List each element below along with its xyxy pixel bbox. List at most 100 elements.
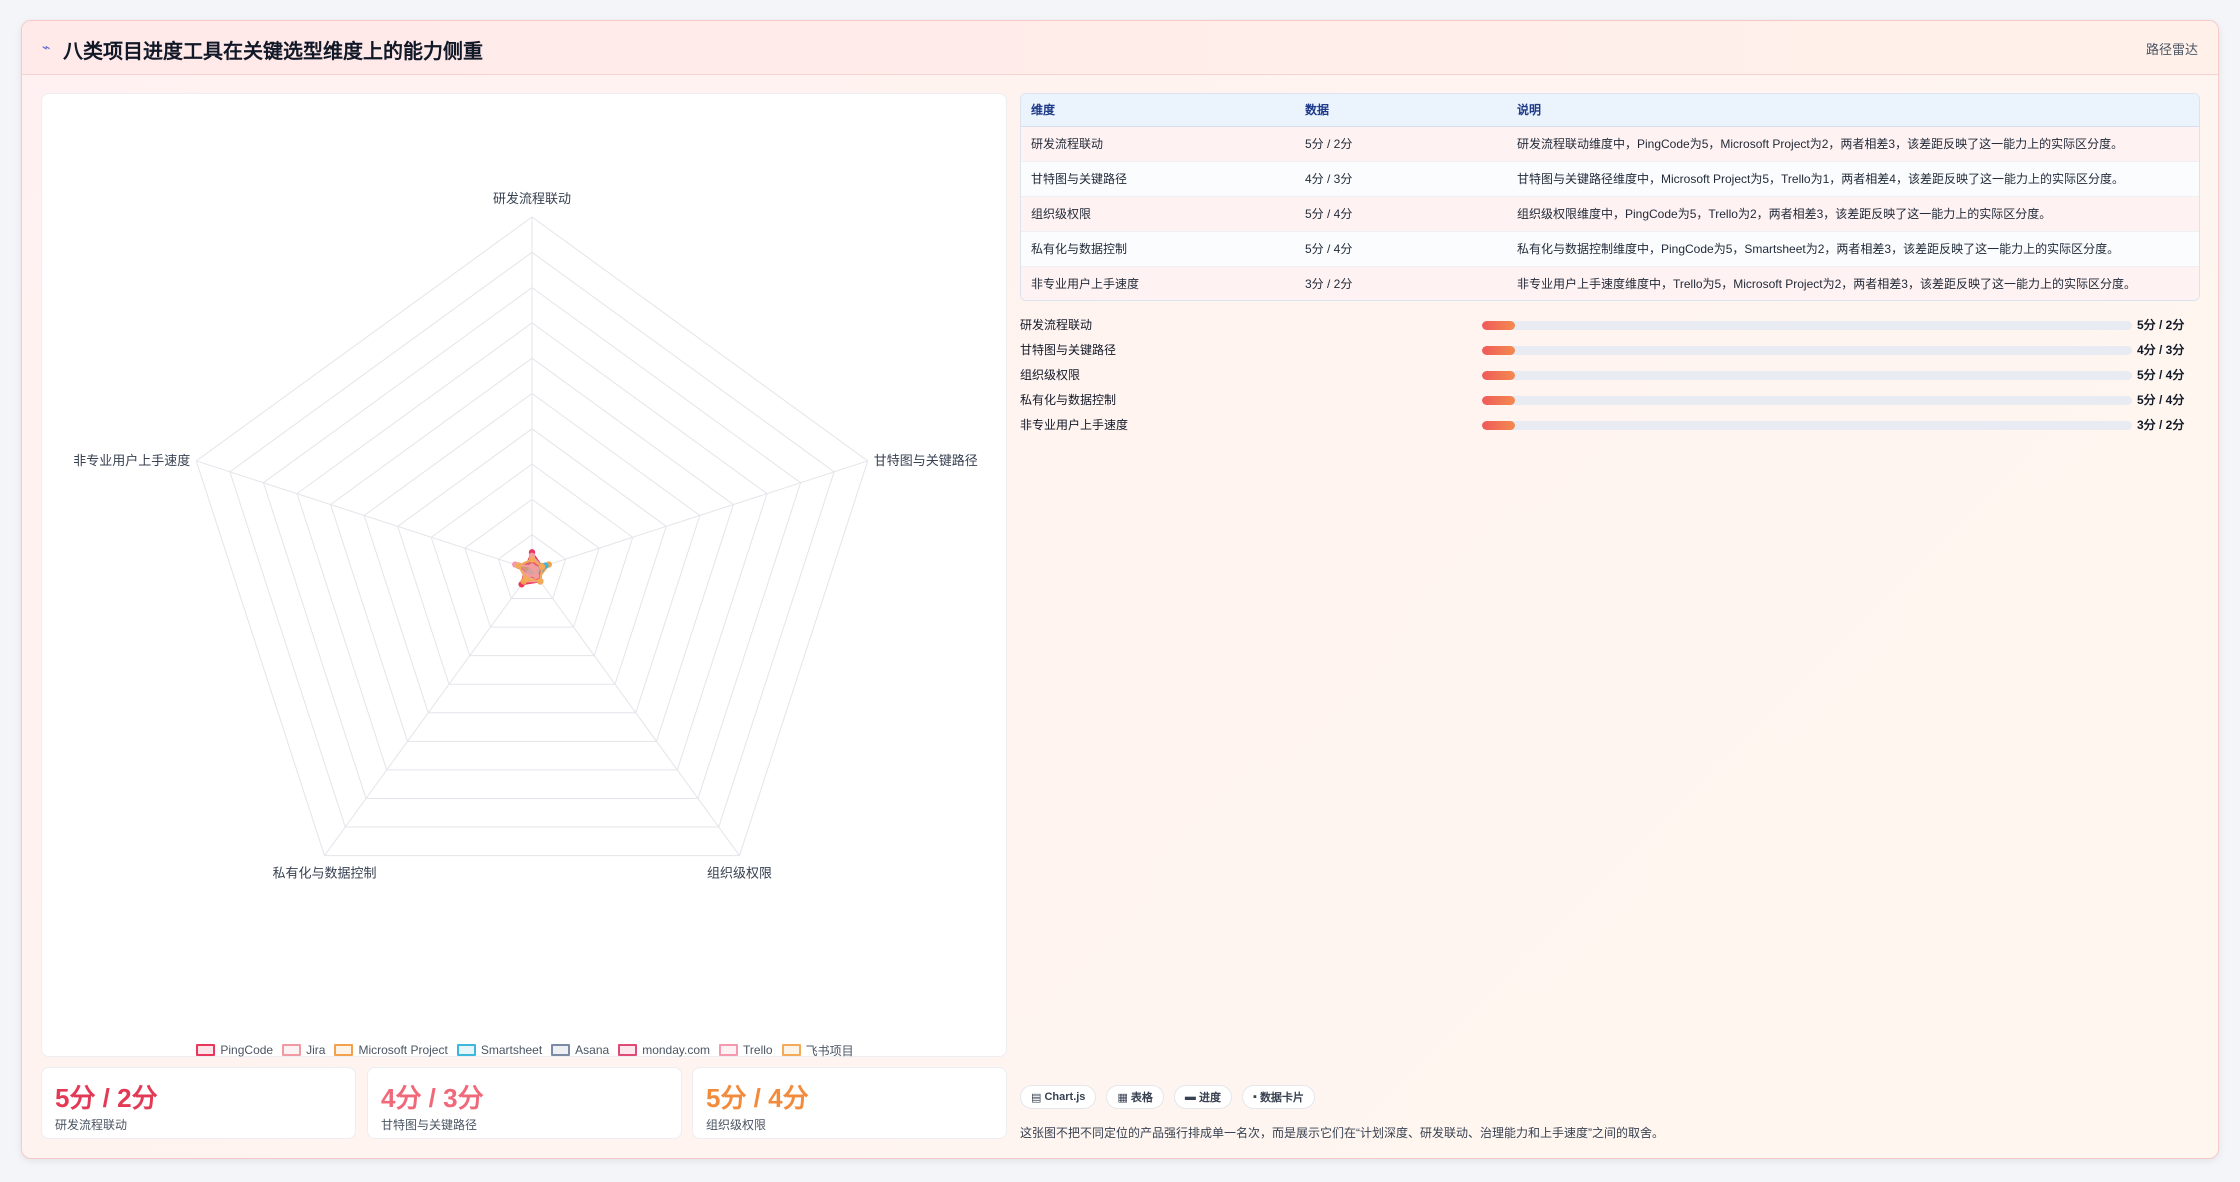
progress-list: 研发流程联动 5分 / 2分 甘特图与关键路径 4分 / 3分 组织级权限 5分… <box>1020 312 2200 437</box>
card-icon: ▪ <box>1252 1091 1257 1103</box>
stat-card: 4分 / 3分 甘特图与关键路径 <box>367 1067 682 1139</box>
progress-track <box>1482 321 2132 330</box>
legend-swatch <box>456 1044 476 1056</box>
progress-row: 非专业用户上手速度 3分 / 2分 <box>1020 412 2200 437</box>
legend-swatch <box>781 1044 801 1056</box>
axis-label: 私有化与数据控制 <box>273 866 377 881</box>
progress-track <box>1482 371 2132 380</box>
progress-label: 组织级权限 <box>1020 368 1081 382</box>
legend-item[interactable]: Smartsheet <box>456 1043 543 1057</box>
series-point <box>538 563 546 570</box>
axis-spoke <box>196 460 533 571</box>
tag-progress[interactable]: ▬ 进度 <box>1173 1085 1232 1109</box>
progress-track <box>1482 421 2132 430</box>
legend-label: Trello <box>743 1043 773 1057</box>
tag-label: 进度 <box>1198 1092 1221 1104</box>
stat-value: 5分 / 4分 <box>706 1083 809 1113</box>
legend-label: Smartsheet <box>480 1043 543 1057</box>
progress-icon: ▬ <box>1184 1091 1196 1103</box>
legend-item[interactable]: Asana <box>551 1043 609 1057</box>
tag-label: 数据卡片 <box>1259 1092 1304 1104</box>
progress-row: 私有化与数据控制 5分 / 4分 <box>1020 387 2200 412</box>
radar-chart-card: 研发流程联动 甘特图与关键路径 组织级权限 私有化与数据控制 非专业用户上手速度 Pin… <box>41 93 1007 1059</box>
table-cell-data: 3分 / 2分 <box>1295 266 1507 300</box>
stat-card: 5分 / 2分 研发流程联动 <box>41 1067 356 1139</box>
grid-ring <box>296 322 768 771</box>
legend-label: 飞书项目 <box>805 1043 854 1058</box>
legend-label: monday.com <box>642 1043 711 1057</box>
grid-ring <box>397 428 667 685</box>
progress-fill <box>1482 346 1515 355</box>
progress-row: 组织级权限 5分 / 4分 <box>1020 362 2200 387</box>
progress-row: 甘特图与关键路径 4分 / 3分 <box>1020 337 2200 362</box>
chart-glyph-icon: ⌁ <box>42 39 51 55</box>
axis-spoke <box>324 569 533 856</box>
progress-fill <box>1482 396 1515 405</box>
legend-item[interactable]: Trello <box>719 1043 773 1057</box>
legend-item[interactable]: PingCode <box>196 1043 273 1057</box>
grid-ring <box>430 463 634 657</box>
table-row: 组织级权限 5分 / 4分 组织级权限维度中，PingCode为5，Trello… <box>1021 196 2199 232</box>
legend-label: Jira <box>306 1043 326 1057</box>
legend-label: PingCode <box>220 1043 274 1057</box>
grid-ring <box>464 498 600 628</box>
tag-table[interactable]: ▦ 表格 <box>1106 1085 1164 1109</box>
series-point <box>528 556 536 563</box>
table-row: 研发流程联动 5分 / 2分 研发流程联动维度中，PingCode为5，Micr… <box>1021 126 2199 162</box>
progress-row: 研发流程联动 5分 / 2分 <box>1020 312 2200 337</box>
axis-spoke <box>531 460 868 571</box>
table-row: 甘特图与关键路径 4分 / 3分 甘特图与关键路径维度中，Microsoft P… <box>1021 161 2199 197</box>
grid-ring <box>497 534 567 600</box>
stat-label: 甘特图与关键路径 <box>381 1118 478 1132</box>
progress-value: 5分 / 2分 <box>2137 318 2185 332</box>
table-cell-dimension: 甘特图与关键路径 <box>1021 161 1295 197</box>
legend-swatch <box>334 1044 354 1056</box>
axis-label: 非专业用户上手速度 <box>73 453 190 468</box>
tag-list: ▤ Chart.js ▦ 表格 ▬ 进度 ▪ 数据卡片 <box>1020 1085 1315 1109</box>
progress-track <box>1482 346 2132 355</box>
progress-label: 甘特图与关键路径 <box>1020 343 1117 357</box>
dashboard-panel: ⌁ 八类项目进度工具在关键选型维度上的能力侧重 路径雷达 研发流程联动 甘特图与关… <box>21 20 2219 1159</box>
table-cell-description: 研发流程联动维度中，PingCode为5，Microsoft Project为2… <box>1507 126 2199 162</box>
stat-value: 4分 / 3分 <box>381 1083 484 1113</box>
tag-data-card[interactable]: ▪ 数据卡片 <box>1241 1085 1315 1109</box>
series-point <box>532 572 540 579</box>
stat-label: 组织级权限 <box>706 1118 767 1132</box>
progress-fill <box>1482 421 1515 430</box>
legend-label: Asana <box>575 1043 610 1057</box>
axis-label: 甘特图与关键路径 <box>874 453 978 468</box>
stat-value: 5分 / 2分 <box>55 1083 158 1113</box>
legend-item[interactable]: Microsoft Project <box>334 1043 448 1057</box>
dimension-table: 维度 数据 说明 研发流程联动 5分 / 2分 研发流程联动维度中，PingCo… <box>1020 93 2200 301</box>
table-cell-dimension: 非专业用户上手速度 <box>1021 266 1295 300</box>
legend-swatch <box>618 1044 638 1056</box>
legend-item[interactable]: monday.com <box>618 1043 710 1057</box>
progress-value: 5分 / 4分 <box>2137 368 2185 382</box>
legend-item[interactable]: Jira <box>282 1043 325 1057</box>
grid-ring <box>329 357 735 742</box>
stat-label: 研发流程联动 <box>55 1118 128 1132</box>
column-header-description: 说明 <box>1507 94 2199 127</box>
page-title: 八类项目进度工具在关键选型维度上的能力侧重 <box>63 41 483 63</box>
chart-icon: ▤ <box>1031 1091 1042 1104</box>
legend-swatch <box>196 1044 216 1056</box>
chart-type-badge: 路径雷达 <box>2145 42 2198 57</box>
progress-label: 私有化与数据控制 <box>1020 393 1117 407</box>
grid-ring <box>229 251 835 828</box>
table-cell-description: 私有化与数据控制维度中，PingCode为5，Smartsheet为2，两者相差… <box>1507 231 2199 267</box>
progress-track <box>1482 396 2132 405</box>
legend-item[interactable]: 飞书项目 <box>781 1042 854 1059</box>
header-bar: ⌁ 八类项目进度工具在关键选型维度上的能力侧重 路径雷达 <box>22 21 2218 75</box>
series-point <box>532 565 539 573</box>
tag-chartjs[interactable]: ▤ Chart.js <box>1020 1085 1097 1109</box>
legend-swatch <box>551 1044 571 1056</box>
table-cell-dimension: 私有化与数据控制 <box>1021 231 1295 267</box>
series-point <box>515 562 522 569</box>
table-cell-dimension: 组织级权限 <box>1021 196 1295 232</box>
table-header-row: 维度 数据 说明 <box>1021 94 2199 127</box>
column-header-dimension: 维度 <box>1021 94 1295 127</box>
chart-caption: 这张图不把不同定位的产品强行排成单一名次，而是展示它们在“计划深度、研发联动、治… <box>1020 1126 1664 1140</box>
table-cell-data: 5分 / 4分 <box>1295 231 1507 267</box>
table-cell-description: 非专业用户上手速度维度中，Trello为5，Microsoft Project为… <box>1507 266 2199 300</box>
